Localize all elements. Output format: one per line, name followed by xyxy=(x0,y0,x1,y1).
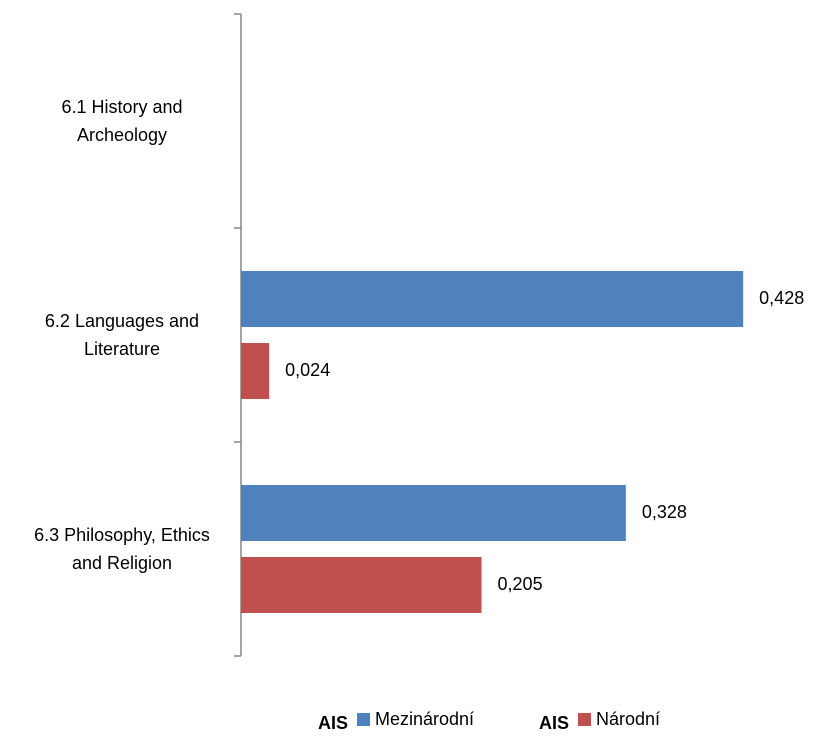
legend-group: AIS xyxy=(318,713,348,733)
legend-label: Mezinárodní xyxy=(375,709,474,729)
legend-group: AIS xyxy=(539,713,569,733)
category-label: 6.2 Languages and Literature xyxy=(44,311,200,359)
value-label: 0,428 xyxy=(759,288,804,308)
bar xyxy=(241,557,482,613)
bar xyxy=(241,485,626,541)
bar xyxy=(241,271,744,327)
value-label: 0,205 xyxy=(498,574,543,594)
category-label: 6.1 History and Archeology xyxy=(61,97,183,145)
value-label: 0,328 xyxy=(642,502,687,522)
legend-swatch xyxy=(357,713,370,726)
category-label: 6.3 Philosophy, Ethics and Religion xyxy=(34,525,210,573)
bar xyxy=(241,343,270,399)
legend-label: Národní xyxy=(596,709,660,729)
value-label: 0,024 xyxy=(285,360,330,380)
legend-swatch xyxy=(578,713,591,726)
